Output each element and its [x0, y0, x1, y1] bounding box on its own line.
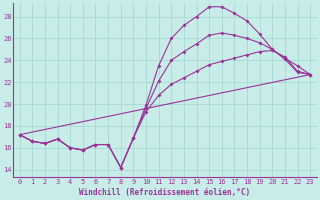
X-axis label: Windchill (Refroidissement éolien,°C): Windchill (Refroidissement éolien,°C)	[79, 188, 251, 197]
